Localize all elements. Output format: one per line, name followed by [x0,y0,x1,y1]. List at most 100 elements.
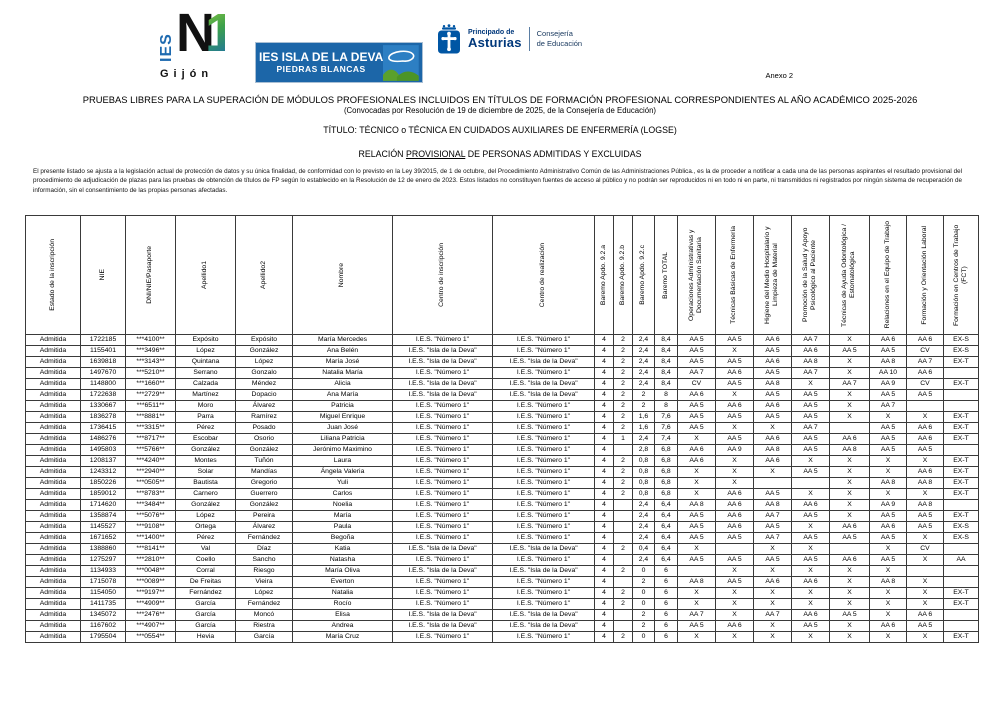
table-cell: X [906,554,944,566]
table-cell: CV [906,378,944,390]
table-cell: Admitida [25,510,81,522]
table-cell: 2 [632,576,655,588]
table-cell: X [753,620,792,632]
table-cell: X [906,587,944,599]
table-cell: AA 5 [715,334,754,346]
table-cell: 1148800 [80,378,126,390]
table-cell: AA 7 [869,400,907,412]
table-cell: Katia [292,543,393,555]
table-row: Admitida 1671652 ***1400** Pérez Fernández Be… [25,532,979,544]
table-cell: AA 5 [677,620,716,632]
table-cell [943,565,979,577]
table-cell: García [175,620,236,632]
table-cell: I.E.S. "Número 1" [392,532,493,544]
table-cell: 4 [594,532,614,544]
table-cell: I.E.S. "Número 1" [392,554,493,566]
table-cell: María [292,510,393,522]
table-cell: Everton [292,576,393,588]
table-cell: I.E.S. "Número 1" [492,587,595,599]
table-cell [943,400,979,412]
table-cell: I.E.S. "Número 1" [492,334,595,346]
results-tbody: Admitida 1722185 ***4100** Expósito Expósito… [25,334,979,643]
table-cell: X [715,565,754,577]
table-cell [613,521,633,533]
table-cell: 2,4 [632,345,655,357]
table-cell: Carlos [292,488,393,500]
deva-island-icon [383,44,419,81]
col-header-apellido2: Apellido2 [235,215,293,335]
table-cell: Admitida [25,587,81,599]
asturias-logo: Principado de Asturias Consejería de Edu… [437,24,582,54]
table-cell: Hevia [175,631,236,643]
table-cell: AA 6 [791,609,830,621]
table-cell [613,554,633,566]
table-cell: 2 [613,455,633,467]
ies-vertical-text: IES [158,33,175,62]
table-cell: 0,8 [632,488,655,500]
table-cell: X [906,631,944,643]
table-cell: 0 [632,565,655,577]
table-cell: 6 [654,565,678,577]
table-cell: 4 [594,444,614,456]
table-cell: I.E.S. "Número 1" [392,598,493,610]
table-cell: ***1400** [125,532,176,544]
table-cell: AA 5 [906,389,944,401]
table-cell: X [829,466,870,478]
table-cell [613,532,633,544]
table-cell: Admitida [25,631,81,643]
table-cell: AA 7 [753,609,792,621]
table-cell: 1275297 [80,554,126,566]
table-cell: X [677,466,716,478]
deva-name: IES ISLA DE LA DEVA [259,49,384,64]
table-cell: AA 6 [715,367,754,379]
table-cell: Admitida [25,345,81,357]
table-cell: AA 6 [715,510,754,522]
table-cell: AA 5 [791,411,830,423]
col-header-nombre: Nombre [292,215,393,335]
table-cell: I.E.S. "Número 1" [392,444,493,456]
table-cell: Pérez [175,422,236,434]
table-cell: I.E.S. "Isla de la Deva" [492,565,595,577]
table-cell: X [715,587,754,599]
table-cell: I.E.S. "Número 1" [392,499,493,511]
table-cell: X [791,378,830,390]
table-cell: X [791,631,830,643]
table-cell: AA 7 [677,367,716,379]
table-cell: I.E.S. "Isla de la Deva" [492,356,595,368]
table-cell: AA 5 [906,444,944,456]
table-cell: X [753,631,792,643]
col-header-estado: Estado de la inscripción [25,215,81,335]
table-cell: I.E.S. "Número 1" [392,488,493,500]
table-cell: 2,4 [632,510,655,522]
table-cell: 2 [613,378,633,390]
table-cell: Admitida [25,455,81,467]
table-cell: AA 6 [677,389,716,401]
table-cell: AA 5 [715,378,754,390]
table-cell [943,543,979,555]
table-cell: X [753,565,792,577]
table-cell: X [829,356,870,368]
table-cell: 6,4 [654,532,678,544]
table-cell [943,576,979,588]
table-cell: AA 5 [753,411,792,423]
table-cell: AA 8 [906,477,944,489]
table-cell: Riesgo [235,565,293,577]
table-cell: X [869,631,907,643]
col-header-mod-promocion: Promoción de la Salud y Apoyo Psicológic… [791,215,830,335]
table-cell [943,444,979,456]
table-cell: María Mercedes [292,334,393,346]
table-cell: 2 [613,598,633,610]
table-cell: 6,4 [654,510,678,522]
table-cell: AA 5 [715,433,754,445]
table-cell: AA 5 [677,356,716,368]
table-cell: 4 [594,576,614,588]
table-cell [943,620,979,632]
table-cell [791,477,830,489]
table-cell: Ortega [175,521,236,533]
table-cell: Noelia [292,499,393,511]
table-cell: EX-T [943,598,979,610]
table-cell: AA 6 [791,576,830,588]
deva-subname: PIEDRAS BLANCAS [276,63,366,74]
table-cell: 4 [594,620,614,632]
table-cell: 1850226 [80,477,126,489]
